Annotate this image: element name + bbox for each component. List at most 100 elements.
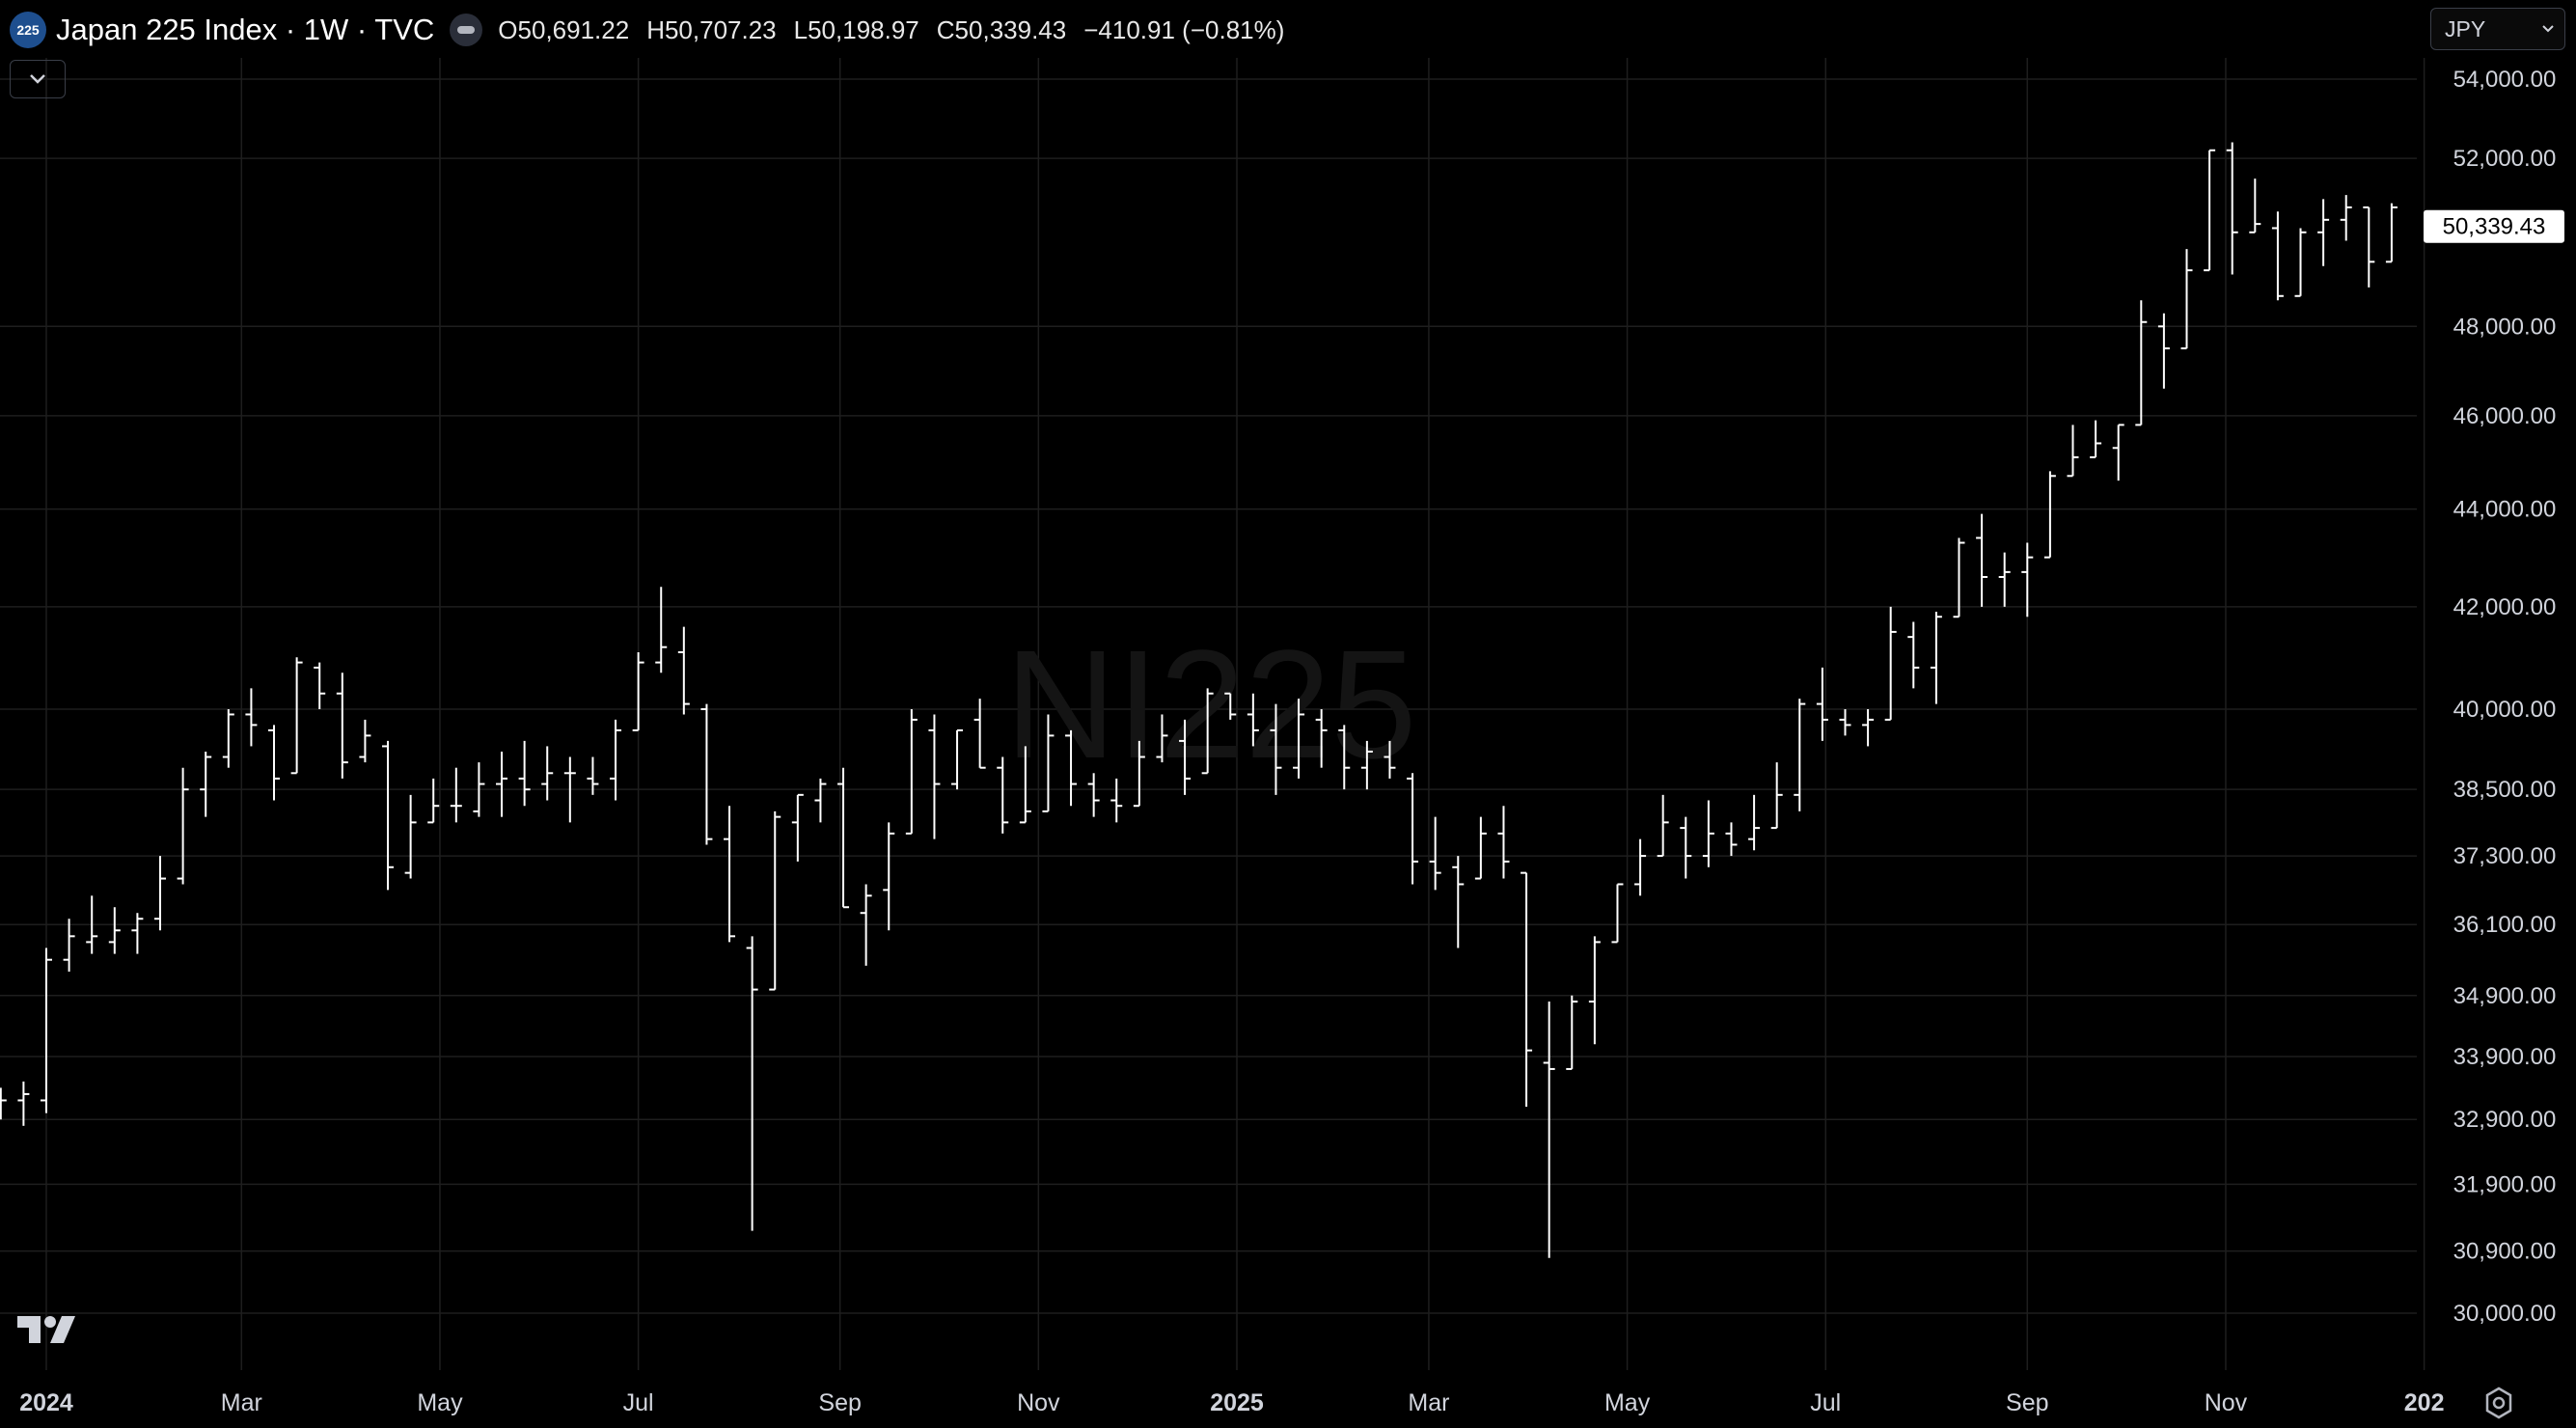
gear-icon[interactable] xyxy=(2480,1384,2518,1422)
ohlc-bar xyxy=(63,919,75,973)
ohlc-bar xyxy=(2271,211,2284,301)
ohlc-bar xyxy=(973,699,986,769)
ohlc-bar xyxy=(1748,794,1761,851)
ohlc-bar xyxy=(177,767,189,885)
ohlc-bar xyxy=(1657,794,1669,858)
ohlc-bar xyxy=(2317,199,2330,266)
ohlc-bar xyxy=(632,651,644,731)
ohlc-bar xyxy=(1930,612,1942,704)
ohlc-bar xyxy=(450,767,462,823)
ohlc-bar xyxy=(1770,762,1783,830)
ohlc-bar xyxy=(359,719,371,763)
time-tick-label: 2024 xyxy=(19,1389,73,1416)
ohlc-bar xyxy=(1816,667,1828,741)
ohlc-bar xyxy=(677,626,690,715)
ohlc-bar xyxy=(1384,740,1396,779)
price-tick-label: 48,000.00 xyxy=(2453,314,2557,340)
price-tick-label: 33,900.00 xyxy=(2453,1044,2557,1070)
ohlc-bar xyxy=(86,895,98,954)
low-value: L50,198.97 xyxy=(793,14,919,44)
ohlc-bar xyxy=(1429,816,1441,891)
ohlc-bar xyxy=(154,856,167,931)
ohlc-bar xyxy=(700,703,713,845)
time-tick-label: Jul xyxy=(623,1389,654,1416)
price-axis[interactable]: 54,000.00 52,000.00 48,000.00 46,000.00 44,0… xyxy=(2453,67,2557,1327)
ohlc-bar xyxy=(1133,740,1145,808)
ohlc-bar xyxy=(1201,688,1214,775)
ohlc-bar xyxy=(1521,871,1533,1108)
ohlc-bar xyxy=(1976,513,1988,607)
ohlc-bar xyxy=(2135,300,2148,426)
ohlc-bar xyxy=(2385,203,2398,263)
ohlc-bar xyxy=(1042,714,1055,812)
ohlc-bar xyxy=(1862,709,1875,747)
ohlc-bar xyxy=(1998,552,2011,607)
ohlc-bar xyxy=(108,907,121,954)
time-tick-label: Nov xyxy=(2205,1389,2248,1416)
price-tick-label: 38,500.00 xyxy=(2453,777,2557,803)
ohlc-bar xyxy=(2249,178,2261,233)
tradingview-logo-icon[interactable] xyxy=(15,1314,77,1345)
ohlc-bar xyxy=(1065,729,1078,807)
ohlc-bar xyxy=(2067,425,2079,478)
symbol-title[interactable]: Japan 225 Index · 1W · TVC xyxy=(56,13,435,46)
ohlc-bar xyxy=(518,740,531,807)
currency-select[interactable]: JPY xyxy=(2430,8,2565,50)
close-value: C50,339.43 xyxy=(936,14,1067,44)
open-value: O50,691.22 xyxy=(498,14,630,44)
ohlc-bar xyxy=(1907,621,1920,689)
ohlc-bar xyxy=(2226,142,2238,275)
price-tick-label: 52,000.00 xyxy=(2453,146,2557,172)
ohlc-bar xyxy=(1839,709,1851,736)
time-tick-label: Mar xyxy=(221,1389,262,1416)
chart-grid xyxy=(0,58,2425,1370)
chevron-down-icon xyxy=(30,74,45,84)
ohlc-bar xyxy=(1293,699,1305,779)
ohlc-bar xyxy=(883,822,895,931)
ohlc-bar xyxy=(1474,816,1487,880)
time-tick-label: Mar xyxy=(1408,1389,1449,1416)
ohlc-bar xyxy=(1224,692,1237,720)
ohlc-bar xyxy=(1087,773,1100,817)
ohlc-bar xyxy=(131,913,144,954)
ohlc-bar xyxy=(1407,773,1419,885)
ohlc-bar xyxy=(1953,537,1965,618)
ohlc-bar xyxy=(563,756,576,823)
ohlc-bar xyxy=(41,947,52,1113)
ohlc-bar xyxy=(268,725,281,801)
ohlc-bar xyxy=(610,719,622,801)
price-tick-label: 44,000.00 xyxy=(2453,497,2557,523)
ohlc-bar xyxy=(724,806,736,943)
ohlc-bar xyxy=(746,936,758,1231)
ohlc-bar xyxy=(1543,1002,1555,1258)
price-tick-label: 37,300.00 xyxy=(2453,843,2557,869)
ohlc-bar xyxy=(2021,542,2034,618)
ohlc-bar xyxy=(496,751,508,817)
time-axis[interactable]: 2024 Mar May Jul Sep Nov 2025 Mar May Jul Sep Nov 20… xyxy=(19,1389,2444,1416)
ohlc-bar xyxy=(2043,471,2056,559)
ohlc-bar xyxy=(473,762,485,817)
price-tick-label: 30,000.00 xyxy=(2453,1301,2557,1327)
price-tick-label: 31,900.00 xyxy=(2453,1171,2557,1197)
ohlc-bar xyxy=(17,1081,30,1126)
ohlc-bar xyxy=(2363,206,2375,288)
market-status-icon[interactable] xyxy=(450,14,483,46)
ohlc-bar xyxy=(245,688,258,747)
ohlc-bar xyxy=(769,810,781,991)
ohlc-bar xyxy=(1794,699,1806,811)
ohlc-bar xyxy=(837,767,850,909)
ohlc-bar xyxy=(1702,800,1714,867)
ohlc-bar xyxy=(2294,228,2307,297)
ohlc-bar xyxy=(1452,856,1465,948)
currency-label: JPY xyxy=(2445,15,2486,41)
ohlc-bar xyxy=(1247,693,1259,747)
ohlc-bar xyxy=(1338,725,1351,790)
ohlc-bar xyxy=(1497,806,1510,879)
symbol-badge[interactable]: 225 xyxy=(10,12,46,48)
ohlc-bar xyxy=(382,740,395,891)
ohlc-bar xyxy=(1315,709,1328,768)
ohlc-bar xyxy=(1270,703,1282,795)
legend-collapse-button[interactable] xyxy=(10,60,66,98)
ohlc-bar xyxy=(290,657,303,775)
